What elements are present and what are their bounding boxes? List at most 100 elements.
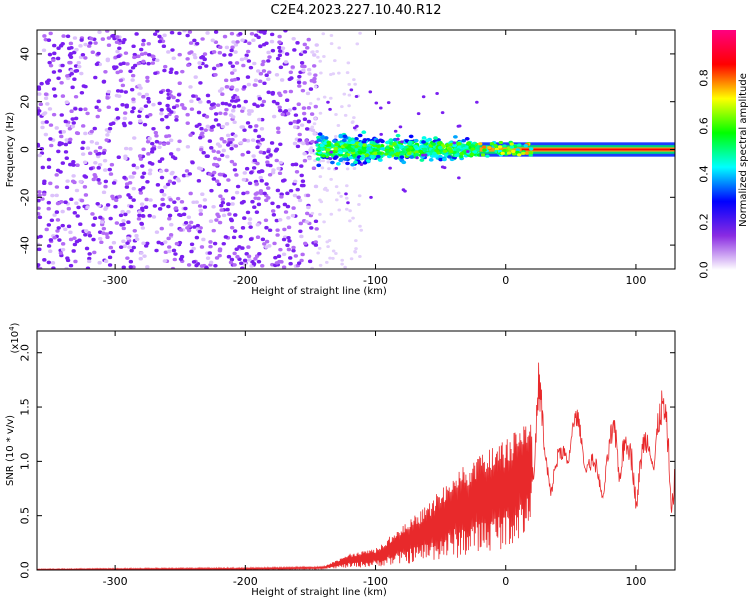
heatmap-cell [317,234,322,238]
heatmap-cell [309,78,314,83]
heatmap-cell [344,192,348,196]
heatmap-cell [74,201,79,205]
heatmap-cell [524,151,530,155]
heatmap-cell [181,212,187,217]
heatmap-cell [319,143,325,148]
heatmap-cell [242,128,247,132]
heatmap-cell [46,165,52,169]
y-tick-label: 40 [19,47,32,61]
heatmap-cell [206,100,211,104]
heatmap-cell [139,107,144,111]
heatmap-cell [220,200,226,205]
heatmap-cell [170,266,176,269]
heatmap-cell [309,112,315,116]
heatmap-cell [209,188,214,193]
heatmap-cell [169,67,174,72]
heatmap-cell [54,173,59,177]
heatmap-cell [235,184,241,189]
heatmap-cell [310,211,315,215]
heatmap-cell [212,241,218,246]
heatmap-cell [66,206,72,211]
heatmap-cell [244,166,250,171]
heatmap-cell [225,207,230,212]
heatmap-cell [68,51,74,56]
heatmap-cell [214,218,219,222]
heatmap-panel: -300 -200 -100 0 100 40 20 0 -20 -40 Height of str… [5,29,676,297]
heatmap-cell [37,263,41,267]
heatmap-cell [151,147,157,151]
heatmap-cell [73,106,78,111]
heatmap-cell [115,49,120,54]
heatmap-cell [246,245,251,249]
heatmap-cell [138,188,143,192]
heatmap-cell [157,101,162,106]
heatmap-cell [296,102,301,107]
heatmap-cell [208,240,213,244]
heatmap-cell [329,33,334,37]
heatmap-cell [157,145,162,150]
heatmap-cell [242,138,247,142]
heatmap-cell [131,186,136,191]
heatmap-cell [191,246,196,251]
heatmap-cell [351,216,355,220]
heatmap-cell [337,208,342,212]
heatmap-cell [225,154,230,159]
heatmap-cell [293,162,299,167]
heatmap-cell [395,133,401,138]
heatmap-cell [310,50,314,54]
heatmap-cell [47,52,53,57]
heatmap-cell [146,41,151,46]
heatmap-cell [97,145,103,150]
heatmap-cell [276,254,282,258]
heatmap-cell [147,136,152,141]
heatmap-cell [317,246,322,250]
heatmap-cell [117,194,122,199]
heatmap-cell [137,92,142,96]
heatmap-cell [96,51,101,56]
heatmap-cell [37,153,42,158]
heatmap-cell [99,240,104,245]
heatmap-cell [89,129,94,134]
heatmap-cell [146,96,151,101]
heatmap-cell [138,157,144,161]
x-axis-label: Height of straight line (km) [251,286,387,297]
heatmap-cell [224,122,230,126]
heatmap-cell [375,154,381,159]
heatmap-cell [285,243,290,248]
heatmap-cell [142,122,148,127]
heatmap-cell [435,92,439,96]
heatmap-cell [218,194,223,198]
heatmap-cell [226,202,231,207]
heatmap-cell [37,144,41,148]
heatmap-cell [302,117,308,122]
heatmap-cell [313,104,318,109]
heatmap-cell [167,179,173,184]
heatmap-cell [163,240,168,244]
heatmap-cell [150,61,156,65]
heatmap-cell [413,144,419,149]
heatmap-cell [154,248,159,253]
heatmap-cell [348,155,353,160]
heatmap-cell [386,101,391,105]
heatmap-cell [48,123,54,127]
heatmap-cell [277,34,282,39]
heatmap-cell [71,249,76,253]
heatmap-cell [121,226,126,231]
heatmap-cell [60,41,65,46]
heatmap-cell [40,165,45,170]
heatmap-cell [280,112,285,117]
heatmap-cell [213,263,218,268]
heatmap-cell [400,140,404,144]
heatmap-cell [108,230,113,235]
heatmap-cell [114,40,120,45]
heatmap-cell [302,50,308,54]
heatmap-cell [517,143,522,147]
heatmap-cell [188,220,194,225]
heatmap-cell [88,151,93,156]
heatmap-cell [171,105,177,110]
heatmap-cell [205,93,211,98]
heatmap-cell [186,63,191,67]
heatmap-cell [131,245,136,250]
heatmap-cell [506,151,512,155]
heatmap-cell [108,172,114,176]
